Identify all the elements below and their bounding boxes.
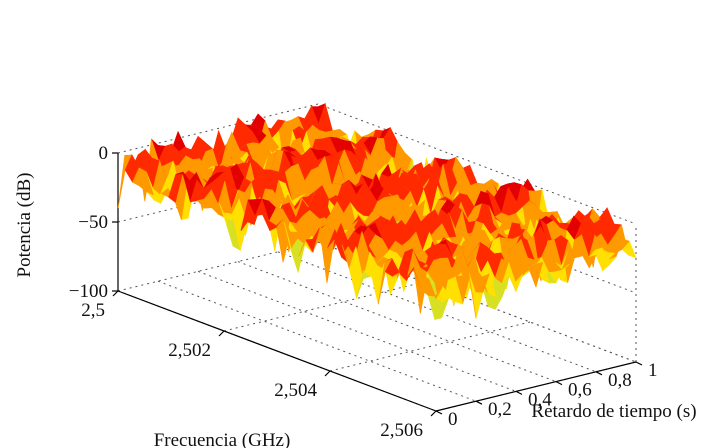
x-axis-label: Frecuencia (GHz) (154, 430, 291, 448)
axis-labels: Potencia (dB) Frecuencia (GHz) Retardo d… (14, 172, 697, 448)
surface (117, 102, 637, 321)
z-tick-label: 0 (99, 143, 109, 164)
grid-line (197, 270, 517, 392)
z-tick-label: −100 (69, 281, 108, 302)
z-axis-label: Potencia (dB) (14, 172, 35, 277)
y-axis-line (435, 361, 637, 412)
y-tick-label: 1 (648, 360, 658, 381)
x-tick-label: 2,502 (168, 340, 211, 361)
surface-patch (428, 279, 443, 300)
y-tick-label: 0,2 (488, 399, 512, 420)
x-tick-mark (112, 290, 119, 297)
grid-line (329, 321, 531, 372)
y-axis-label: Retardo de tiempo (s) (531, 401, 696, 422)
x-axis-line (117, 290, 437, 412)
x-tick-label: 2,504 (274, 380, 317, 401)
grid-line (157, 280, 477, 402)
x-tick-mark (324, 370, 331, 377)
y-tick-label: 0,4 (528, 389, 552, 410)
x-tick-mark (430, 410, 437, 417)
x-tick-label: 2,5 (81, 300, 105, 321)
y-tick-mark (635, 361, 643, 366)
y-tick-mark (435, 410, 443, 415)
y-tick-mark (515, 390, 523, 395)
grid-line (223, 281, 425, 332)
y-tick-mark (555, 381, 563, 386)
grid-line (117, 241, 319, 292)
y-tick-label: 0,8 (608, 370, 632, 391)
y-tick-mark (595, 371, 603, 376)
x-tick-label: 2,506 (380, 420, 423, 441)
y-tick-label: 0,6 (568, 380, 592, 401)
y-tick-mark (475, 400, 483, 405)
y-tick-label: 0 (448, 409, 458, 430)
grid-line (237, 261, 557, 383)
x-tick-mark (218, 330, 225, 337)
z-tick-label: −50 (78, 212, 108, 233)
